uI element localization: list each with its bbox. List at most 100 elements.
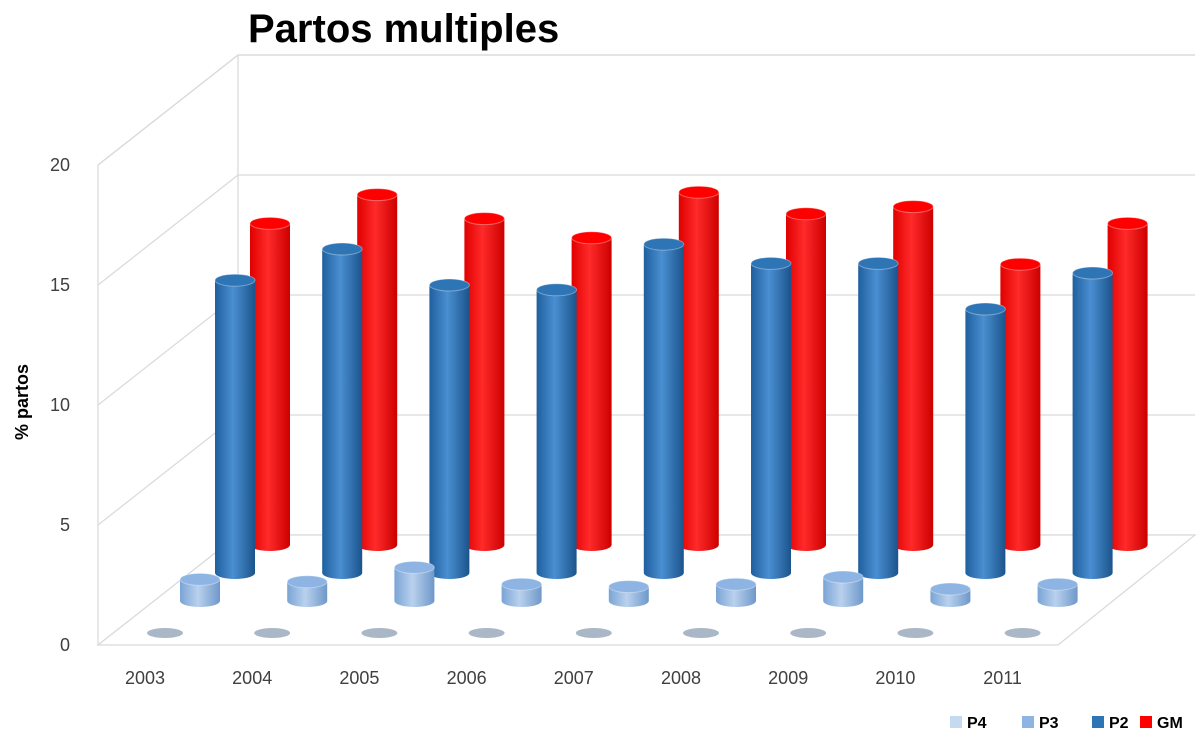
bar-p3-2003 (179, 572, 221, 607)
y-tick-label: 0 (60, 635, 70, 655)
bar-p4-2009 (790, 628, 827, 638)
bar-body (965, 309, 1006, 579)
bar-gm-2005 (463, 212, 505, 551)
bar-cap (286, 575, 328, 589)
bar-cap (1107, 216, 1149, 230)
bar-body (643, 244, 684, 579)
bar-gm-2003 (249, 216, 291, 551)
bar-body (464, 218, 505, 551)
bar-p3-2008 (715, 577, 757, 607)
legend-swatch (1140, 716, 1152, 728)
bar-body (250, 223, 290, 551)
bar-p4-2007 (575, 628, 612, 638)
x-tick-label: 2003 (125, 668, 165, 688)
bar-cap (897, 628, 934, 638)
bar-gm-2008 (785, 207, 827, 552)
bar-body (536, 289, 577, 579)
bar-gm-2006 (571, 231, 613, 552)
bar-cap (1072, 266, 1114, 280)
bar-p2-2010 (964, 302, 1006, 579)
bar-body (429, 285, 470, 579)
bar-body (1072, 273, 1113, 579)
y-tick-label: 5 (60, 515, 70, 535)
bar-p4-2008 (683, 628, 719, 638)
bar-cap (321, 242, 363, 256)
bar-cap (179, 572, 221, 586)
bar-cap (463, 212, 505, 226)
legend-label: GM (1157, 715, 1183, 732)
bar-p2-2004 (321, 242, 363, 579)
bar-body (571, 237, 612, 552)
bar-p4-2006 (468, 628, 505, 638)
series-p4 (147, 628, 1041, 638)
bar-body (180, 579, 220, 607)
bar-cap (356, 188, 398, 202)
bar-body (823, 577, 864, 607)
bar-body (786, 213, 826, 552)
bar-cap (999, 257, 1041, 271)
bar-p4-2004 (254, 628, 291, 638)
bar-body (1037, 584, 1078, 607)
bar-body (1107, 223, 1148, 551)
bar-cap (892, 200, 934, 214)
bar-cap (964, 302, 1006, 316)
legend-label: P3 (1039, 715, 1059, 732)
bar-cap (393, 560, 435, 574)
series-p2 (214, 237, 1114, 579)
bar-p3-2007 (608, 580, 650, 607)
bar-cap (785, 207, 827, 221)
bar-body (858, 263, 899, 579)
bar-body (215, 280, 255, 579)
bar-gm-2011 (1107, 216, 1149, 551)
bar-body (287, 581, 328, 607)
x-axis-ticks: 2003 2004 2005 2006 2007 2008 2009 2010 2011 (125, 668, 1022, 688)
bar-gm-2009 (892, 200, 934, 551)
bar-cap (214, 273, 256, 287)
x-tick-label: 2008 (661, 668, 701, 688)
x-tick-label: 2005 (339, 668, 379, 688)
legend-swatch (950, 716, 962, 728)
legend-item-p2: P2 (1092, 715, 1129, 732)
series-p3 (179, 560, 1079, 607)
gridline-side (97, 174, 239, 286)
x-tick-label: 2009 (768, 668, 808, 688)
legend-item-p4: P4 (950, 715, 987, 732)
y-tick-label: 20 (50, 155, 70, 175)
bar-cap (1004, 628, 1041, 638)
x-tick-label: 2004 (232, 668, 272, 688)
bar-cap (536, 283, 578, 297)
bar-cap (643, 237, 685, 251)
bar-cap (249, 216, 291, 230)
chart-title: Partos multiples (248, 7, 559, 51)
legend-item-p3: P3 (1022, 715, 1059, 732)
bar-p4-2010 (897, 628, 934, 638)
bar-cap (683, 628, 719, 638)
bar-p3-2005 (393, 560, 435, 607)
y-axis-label: % partos (12, 364, 32, 440)
bar-body (1000, 264, 1041, 551)
bar-cap (750, 256, 792, 270)
bar-p2-2005 (428, 278, 470, 579)
bar-cap (715, 577, 757, 591)
bar-cap (254, 628, 291, 638)
bar-p3-2004 (286, 575, 328, 607)
bar-p4-2003 (147, 628, 183, 638)
bar-gm-2007 (678, 185, 720, 551)
bar-body (893, 206, 934, 551)
legend-swatch (1022, 716, 1034, 728)
bar-p2-2006 (536, 283, 578, 579)
y-tick-label: 15 (50, 275, 70, 295)
bar-gm-2004 (356, 188, 398, 551)
legend: P4 P3 P2 GM (950, 715, 1183, 732)
bar-p3-2009 (822, 570, 864, 607)
bar-p3-2011 (1037, 577, 1079, 607)
bar-cap (608, 580, 650, 594)
bar-p3-2010 (929, 582, 971, 607)
bar-p2-2008 (750, 256, 792, 579)
x-tick-label: 2011 (983, 668, 1022, 688)
bar-p2-2011 (1072, 266, 1114, 579)
bar-cap (929, 582, 971, 596)
y-axis-ticks: 0 5 10 15 20 (50, 155, 70, 655)
bar-p2-2007 (643, 237, 685, 579)
